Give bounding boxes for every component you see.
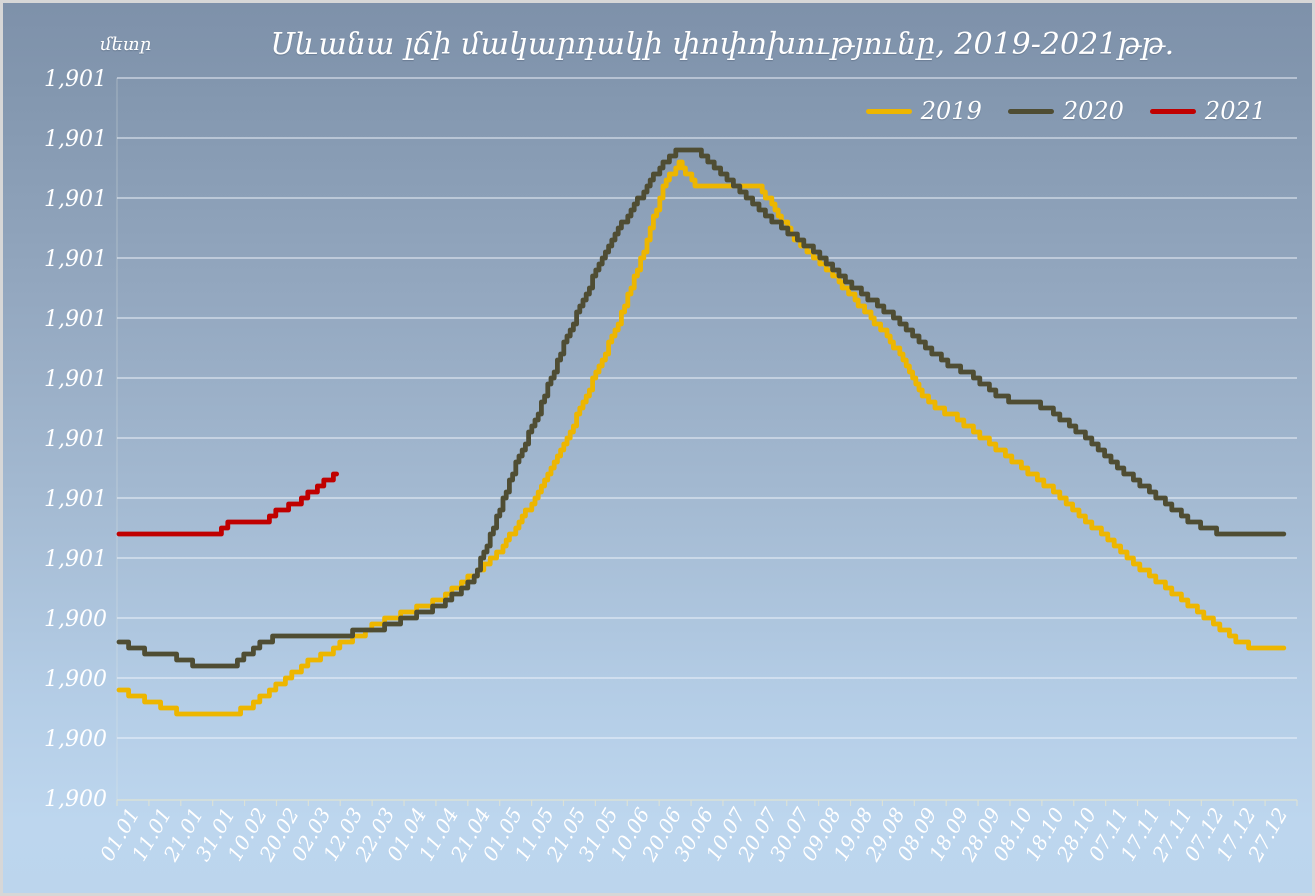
- chart-title: Սևանա լճի մակարդակի փոփոխությունը, 2019-…: [270, 27, 1175, 62]
- y-tick-label: 1,901: [44, 247, 107, 272]
- series-line-2021: [116, 471, 339, 537]
- y-tick-label: 1,901: [44, 487, 107, 512]
- series-lines: [116, 147, 1287, 717]
- y-tick-label: 1,901: [44, 187, 107, 212]
- chart-plot: 1,900 1,900 1,900 1,900 1,901 1,901 1,901 1,901…: [44, 67, 1298, 866]
- series-line-2019: [116, 159, 1287, 717]
- x-tick-labels: 01.0111.0121.0131.0110.0220.0202.0312.03…: [95, 803, 1293, 866]
- y-tick-label: 1,900: [44, 607, 107, 632]
- legend-label-2021: 2021: [1204, 97, 1266, 125]
- series-line-2020: [116, 147, 1287, 669]
- y-tick-label: 1,901: [44, 547, 107, 572]
- legend-item-2021: 2021: [1149, 97, 1266, 125]
- legend-label-2019: 2019: [920, 97, 982, 125]
- y-axis-unit-label: մետր: [100, 34, 152, 55]
- y-tick-label: 1,901: [44, 367, 107, 392]
- legend-item-2020: 2020: [1007, 97, 1124, 125]
- x-axis: [116, 78, 1298, 806]
- legend-item-2019: 2019: [865, 97, 982, 125]
- legend-swatch-2020: [1007, 108, 1054, 114]
- y-tick-label: 1,901: [44, 67, 107, 92]
- y-tick-label: 1,901: [44, 427, 107, 452]
- legend-swatch-2019: [865, 108, 912, 114]
- y-tick-label: 1,900: [44, 787, 107, 812]
- y-tick-label: 1,901: [44, 307, 107, 332]
- legend-swatch-2021: [1149, 108, 1196, 114]
- y-gridlines: [117, 77, 1297, 739]
- legend-label-2020: 2020: [1062, 97, 1124, 125]
- y-tick-label: 1,900: [44, 727, 107, 752]
- y-tick-label: 1,900: [44, 667, 107, 692]
- y-tick-label: 1,901: [44, 127, 107, 152]
- y-tick-labels: 1,900 1,900 1,900 1,900 1,901 1,901 1,901 1,901…: [44, 67, 107, 812]
- chart-legend: 2019 2020 2021: [865, 97, 1266, 125]
